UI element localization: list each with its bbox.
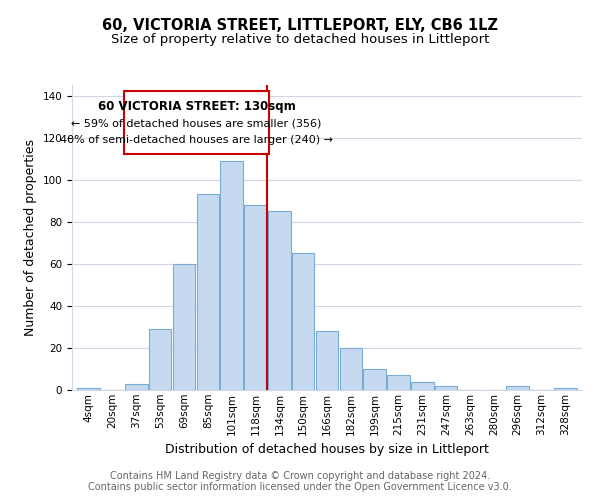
Bar bbox=[554, 388, 577, 390]
Bar bbox=[340, 348, 362, 390]
Text: 60 VICTORIA STREET: 130sqm: 60 VICTORIA STREET: 130sqm bbox=[98, 100, 295, 112]
Bar bbox=[268, 211, 290, 390]
Text: Contains public sector information licensed under the Open Government Licence v3: Contains public sector information licen… bbox=[88, 482, 512, 492]
Bar bbox=[292, 254, 314, 390]
Bar bbox=[125, 384, 148, 390]
Bar bbox=[173, 264, 196, 390]
Bar bbox=[364, 369, 386, 390]
Bar bbox=[220, 160, 243, 390]
Bar bbox=[387, 376, 410, 390]
Text: Contains HM Land Registry data © Crown copyright and database right 2024.: Contains HM Land Registry data © Crown c… bbox=[110, 471, 490, 481]
Text: 40% of semi-detached houses are larger (240) →: 40% of semi-detached houses are larger (… bbox=[60, 136, 333, 145]
Bar bbox=[149, 329, 172, 390]
Bar bbox=[435, 386, 457, 390]
Bar bbox=[77, 388, 100, 390]
Bar bbox=[316, 331, 338, 390]
X-axis label: Distribution of detached houses by size in Littleport: Distribution of detached houses by size … bbox=[165, 443, 489, 456]
Text: ← 59% of detached houses are smaller (356): ← 59% of detached houses are smaller (35… bbox=[71, 118, 322, 128]
Text: 60, VICTORIA STREET, LITTLEPORT, ELY, CB6 1LZ: 60, VICTORIA STREET, LITTLEPORT, ELY, CB… bbox=[102, 18, 498, 32]
Text: Size of property relative to detached houses in Littleport: Size of property relative to detached ho… bbox=[111, 32, 489, 46]
Y-axis label: Number of detached properties: Number of detached properties bbox=[24, 139, 37, 336]
Bar bbox=[506, 386, 529, 390]
Bar bbox=[244, 205, 267, 390]
FancyBboxPatch shape bbox=[124, 92, 269, 154]
Bar bbox=[411, 382, 434, 390]
Bar bbox=[197, 194, 219, 390]
